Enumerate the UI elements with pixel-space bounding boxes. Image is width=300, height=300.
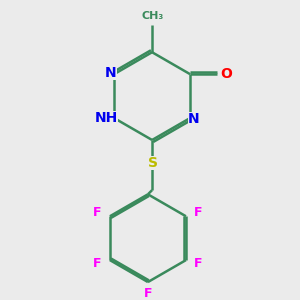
Text: CH₃: CH₃	[142, 11, 164, 21]
Text: F: F	[93, 206, 102, 219]
Text: F: F	[194, 206, 203, 219]
Text: F: F	[194, 257, 203, 270]
Text: F: F	[144, 287, 152, 300]
Text: O: O	[220, 67, 232, 81]
Text: NH: NH	[95, 111, 118, 125]
Text: N: N	[188, 112, 199, 126]
Text: S: S	[148, 156, 158, 170]
Text: F: F	[93, 257, 102, 270]
Text: N: N	[105, 66, 117, 80]
